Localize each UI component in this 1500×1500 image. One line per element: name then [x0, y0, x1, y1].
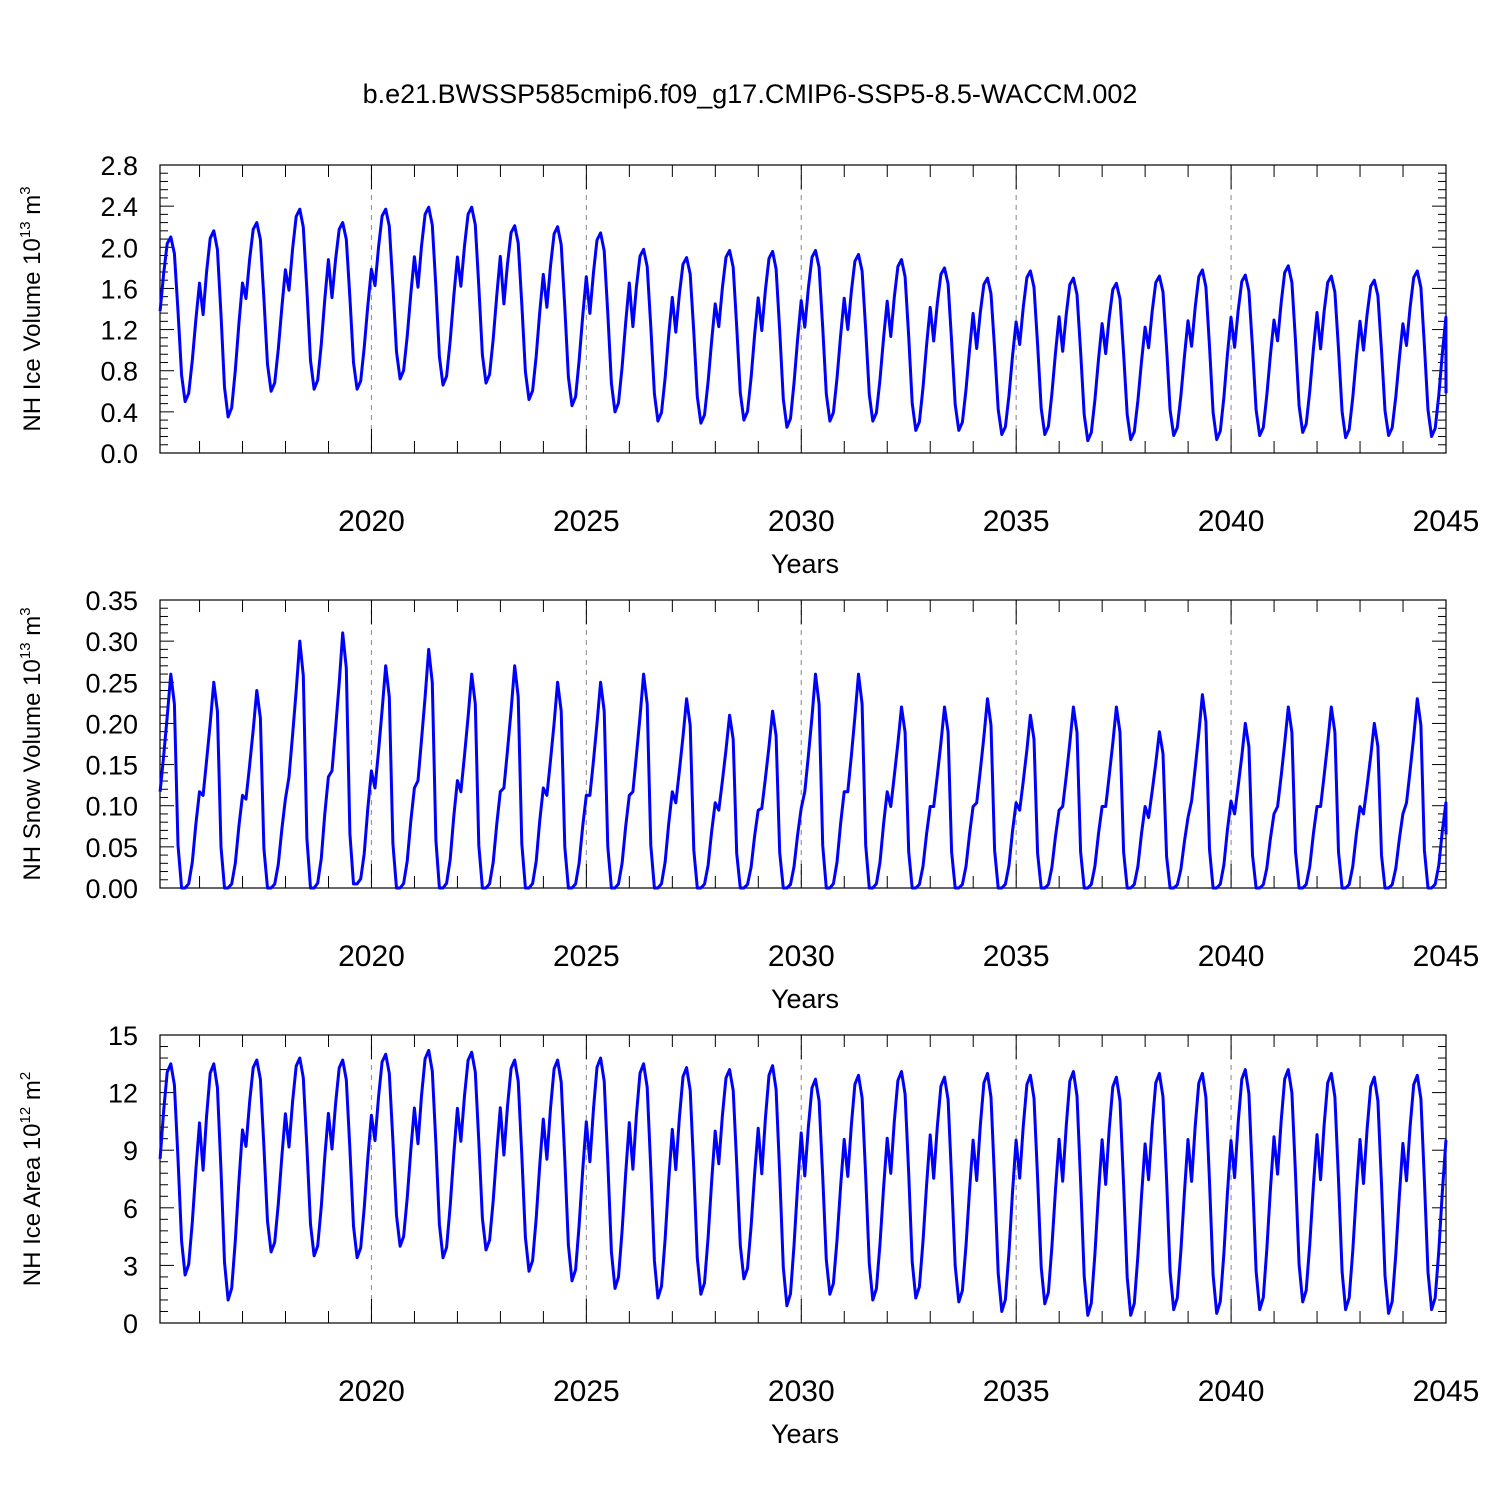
- y-tick-label: 0: [123, 1309, 138, 1339]
- y-tick-label: 0.30: [85, 627, 138, 657]
- y-tick-label: 2.4: [100, 192, 138, 222]
- x-tick-label: 2035: [983, 940, 1050, 973]
- x-tick-label: 2045: [1413, 940, 1480, 973]
- y-label-exp: 13: [17, 642, 34, 659]
- x-tick-label: 2030: [768, 940, 835, 973]
- series-line-ice-area: [158, 1048, 1448, 1317]
- y-label-unit: m: [19, 616, 46, 643]
- x-tick-label: 2040: [1198, 505, 1265, 538]
- x-tick-label: 2040: [1198, 1375, 1265, 1408]
- y-tick-label: 0.4: [100, 398, 138, 428]
- series-line-snow-volume: [158, 631, 1448, 890]
- y-tick-label: 0.20: [85, 709, 138, 739]
- panel-ice-area: 0 3 6 9 12 15 2020 2025 2030 2035 2040 2045 Years NH …: [17, 1021, 1479, 1449]
- y-label-unit_exp: 3: [17, 186, 34, 194]
- x-axis-label: Years: [771, 549, 839, 579]
- x-tick-label: 2025: [553, 940, 620, 973]
- x-tick-label: 2020: [338, 1375, 405, 1408]
- y-label-prefix: NH Snow Volume 10: [19, 659, 46, 880]
- y-label-prefix: NH Ice Area 10: [19, 1123, 46, 1286]
- y-tick-label: 0.05: [85, 833, 138, 863]
- x-tick-label: 2030: [768, 1375, 835, 1408]
- x-tick-label: 2020: [338, 505, 405, 538]
- y-axis-label: NH Ice Volume 1013 m3: [17, 186, 46, 431]
- y-tick-label: 0.00: [85, 874, 138, 904]
- y-label-unit: m: [19, 195, 46, 222]
- y-tick-label: 0.25: [85, 668, 138, 698]
- y-axis-label: NH Snow Volume 1013 m3: [17, 607, 46, 880]
- y-label-unit_exp: 2: [17, 1072, 34, 1080]
- y-tick-label: 2.0: [100, 233, 138, 263]
- y-tick-label: 12: [108, 1079, 138, 1109]
- y-label-exp: 12: [17, 1107, 34, 1124]
- y-tick-label: 0.8: [100, 357, 138, 387]
- x-tick-label: 2025: [553, 1375, 620, 1408]
- y-label-unit: m: [19, 1080, 46, 1107]
- y-tick-label: 0.15: [85, 751, 138, 781]
- x-tick-label: 2025: [553, 505, 620, 538]
- y-tick-label: 15: [108, 1021, 138, 1051]
- y-label-prefix: NH Ice Volume 10: [19, 238, 46, 431]
- y-tick-label: 1.6: [100, 274, 138, 304]
- x-tick-label: 2035: [983, 1375, 1050, 1408]
- y-tick-label: 0.35: [85, 586, 138, 616]
- y-tick-label: 0.10: [85, 792, 138, 822]
- x-tick-label: 2045: [1413, 1375, 1480, 1408]
- plot-frame: [159, 599, 1447, 889]
- x-tick-label: 2030: [768, 505, 835, 538]
- y-tick-label: 9: [123, 1136, 138, 1166]
- y-axis-label: NH Ice Area 1012 m2: [17, 1072, 46, 1286]
- y-tick-label: 3: [123, 1251, 138, 1281]
- x-axis-label: Years: [771, 1419, 839, 1449]
- plot-frame: [159, 1034, 1447, 1324]
- y-label-unit_exp: 3: [17, 607, 34, 615]
- y-label-exp: 13: [17, 221, 34, 238]
- x-tick-label: 2045: [1413, 505, 1480, 538]
- y-tick-label: 6: [123, 1194, 138, 1224]
- panel-snow-volume: 0.00 0.05 0.10 0.15 0.20 0.25 0.30 0.35 2020 2025…: [17, 586, 1479, 1014]
- y-tick-label: 2.8: [100, 151, 138, 181]
- figure-title: b.e21.BWSSP585cmip6.f09_g17.CMIP6-SSP5-8…: [363, 79, 1138, 109]
- x-tick-label: 2020: [338, 940, 405, 973]
- y-tick-label: 0.0: [100, 439, 138, 469]
- x-tick-label: 2040: [1198, 940, 1265, 973]
- panel-ice-volume: 0.0 0.4 0.8 1.2 1.6 2.0 2.4 2.8 2020 2025 2030 2035…: [17, 151, 1479, 579]
- x-axis-label: Years: [771, 984, 839, 1014]
- series-line-ice-volume: [158, 205, 1448, 443]
- y-tick-label: 1.2: [100, 316, 138, 346]
- x-tick-label: 2035: [983, 505, 1050, 538]
